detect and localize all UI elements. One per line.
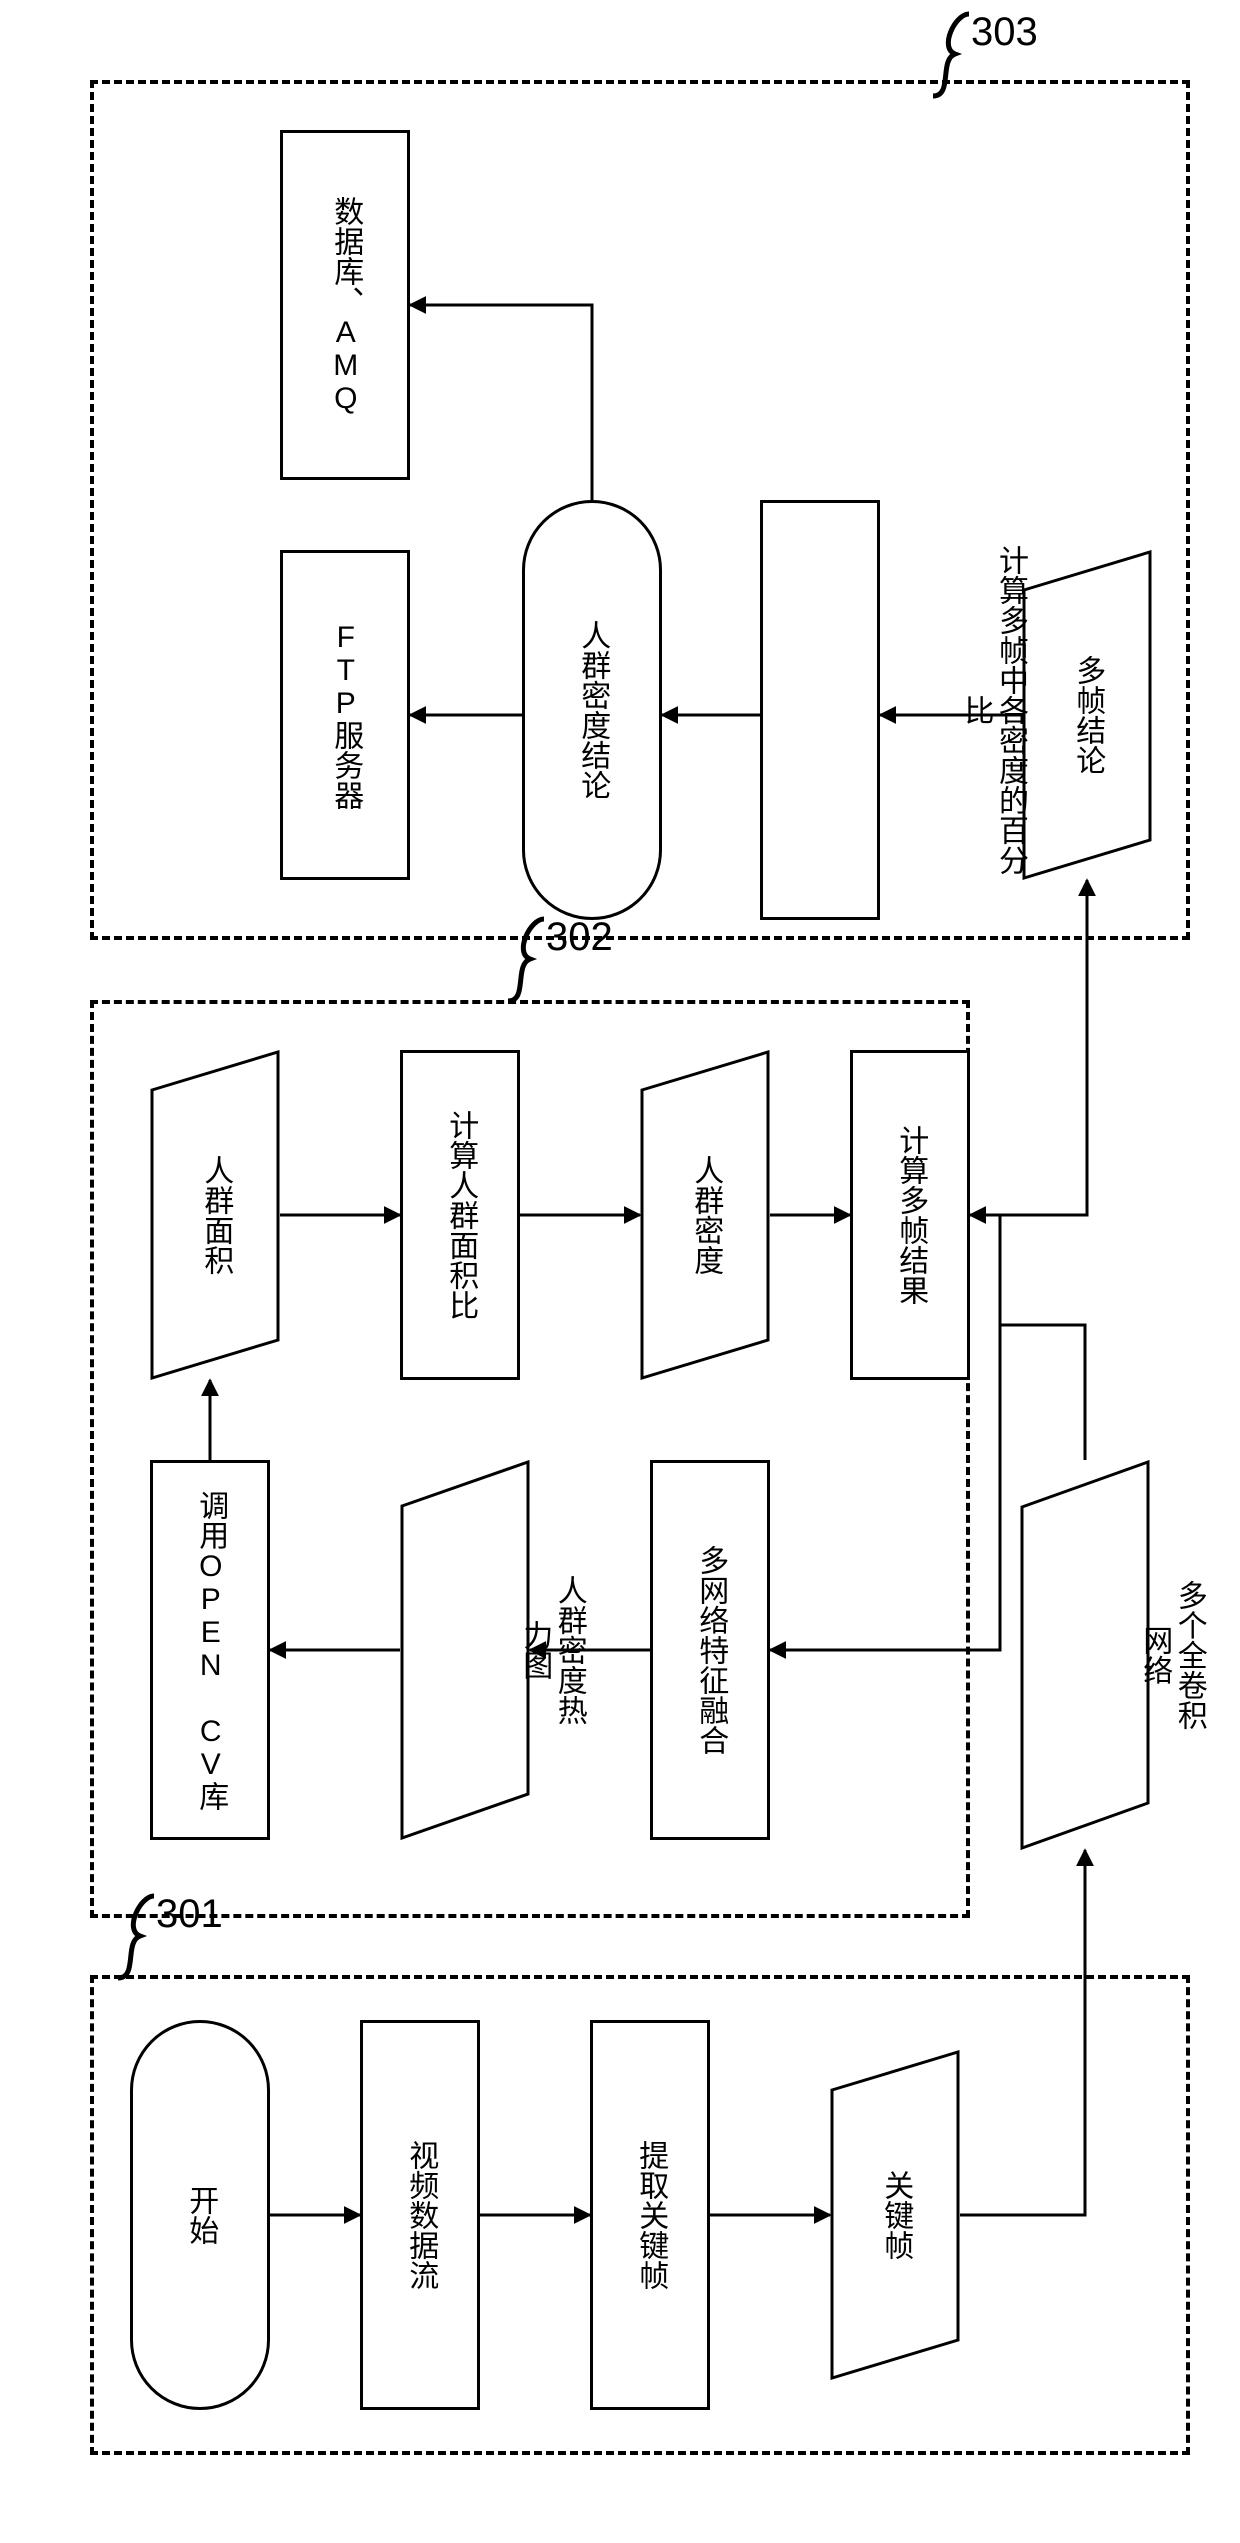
node-multi_fcn: 多个全卷积网络 (1020, 1460, 1150, 1850)
node-keyframe: 关键帧 (830, 2050, 960, 2380)
node-label: 关键帧 (868, 2164, 923, 2266)
node-start: 开始 (130, 2020, 270, 2410)
node-label: 人群面积 (188, 1149, 243, 1281)
node-ftp: FTP服务器 (280, 550, 410, 880)
node-heatmap: 人群密度热力图 (400, 1460, 530, 1840)
node-label: 计算人群面积比 (433, 1104, 488, 1326)
node-label: FTP服务器 (318, 615, 373, 816)
diagram-canvas: 301302303开始视频数据流提取关键帧关键帧多个全卷积网络多网络特征融合人群… (20, 20, 1240, 2523)
node-percent: 计算多帧中各密度的百分比 (760, 500, 880, 920)
node-label: 人群密度热力图 (334, 1569, 596, 1731)
node-label: 视频数据流 (393, 2134, 448, 2296)
node-opencv: 调用OPEN CV库 (150, 1460, 270, 1840)
node-crowd_den: 人群密度 (640, 1050, 770, 1380)
node-label: 多帧结论 (1060, 649, 1115, 781)
node-multi_frame: 计算多帧结果 (850, 1050, 970, 1380)
node-fusion: 多网络特征融合 (650, 1460, 770, 1840)
node-label: 开始 (173, 2179, 228, 2251)
node-label: 人群密度结论 (565, 614, 620, 806)
node-label: 计算多帧中各密度的百分比 (603, 539, 1037, 881)
node-label: 调用OPEN CV库 (183, 1484, 238, 1817)
node-label: 数据库、AMQ (318, 190, 373, 421)
node-crowd_area: 人群面积 (150, 1050, 280, 1380)
node-extract_kf: 提取关键帧 (590, 2020, 710, 2410)
edge-multi_fcn-to-multi_frame (970, 1215, 1085, 1460)
node-multi_concl: 多帧结论 (1022, 550, 1152, 880)
node-area_ratio: 计算人群面积比 (400, 1050, 520, 1380)
region-label-text: 303 (971, 10, 1038, 55)
node-label: 人群密度 (678, 1149, 733, 1281)
node-label: 多网络特征融合 (683, 1539, 738, 1761)
node-db_amq: 数据库、AMQ (280, 130, 410, 480)
node-label: 多个全卷积网络 (954, 1574, 1216, 1736)
region-label-r303: 303 (925, 10, 1038, 100)
node-video_stream: 视频数据流 (360, 2020, 480, 2410)
node-label: 计算多帧结果 (883, 1119, 938, 1311)
node-label: 提取关键帧 (623, 2134, 678, 2296)
